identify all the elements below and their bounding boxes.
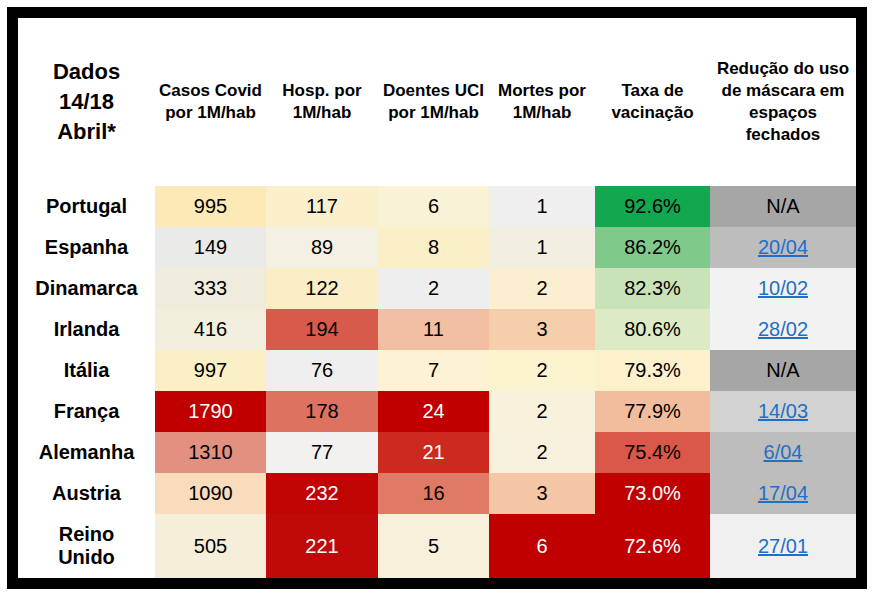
cell-uci: 11 <box>378 309 489 350</box>
cell-taxa: 79.3% <box>595 350 710 391</box>
covid-data-table-page: Dados 14/18 Abril* Casos Covid por 1M/ha… <box>0 0 874 594</box>
cell-casos: 505 <box>155 514 266 578</box>
cell-hosp: 117 <box>266 186 378 227</box>
country-label: Itália <box>18 350 155 391</box>
cell-uci: 16 <box>378 473 489 514</box>
cell-casos: 416 <box>155 309 266 350</box>
cell-uci: 2 <box>378 268 489 309</box>
country-label: Alemanha <box>18 432 155 473</box>
cell-taxa: 75.4% <box>595 432 710 473</box>
column-header-mortes: Mortes por 1M/hab <box>489 18 595 186</box>
cell-casos: 997 <box>155 350 266 391</box>
cell-mortes: 3 <box>489 473 595 514</box>
cell-hosp: 232 <box>266 473 378 514</box>
cell-mortes: 1 <box>489 186 595 227</box>
cell-taxa: 77.9% <box>595 391 710 432</box>
cell-reducao: N/A <box>710 186 856 227</box>
cell-uci: 6 <box>378 186 489 227</box>
cell-hosp: 221 <box>266 514 378 578</box>
cell-mortes: 2 <box>489 432 595 473</box>
column-header-taxa: Taxa de vacinação <box>595 18 710 186</box>
table-row: Dinamarca3331222282.3%10/02 <box>18 268 856 309</box>
table-title: Dados 14/18 Abril* <box>18 18 155 186</box>
cell-hosp: 89 <box>266 227 378 268</box>
column-header-uci: Doentes UCI por 1M/hab <box>378 18 489 186</box>
cell-casos: 1090 <box>155 473 266 514</box>
table-body: Portugal9951176192.6%N/AEspanha149898186… <box>18 186 856 578</box>
cell-casos: 1310 <box>155 432 266 473</box>
cell-mortes: 1 <box>489 227 595 268</box>
covid-data-table: Dados 14/18 Abril* Casos Covid por 1M/ha… <box>18 18 856 578</box>
cell-reducao[interactable]: 10/02 <box>710 268 856 309</box>
cell-mortes: 3 <box>489 309 595 350</box>
cell-reducao[interactable]: 28/02 <box>710 309 856 350</box>
cell-hosp: 194 <box>266 309 378 350</box>
cell-taxa: 73.0% <box>595 473 710 514</box>
cell-reducao[interactable]: 6/04 <box>710 432 856 473</box>
mask-date-link[interactable]: 6/04 <box>764 441 803 463</box>
mask-date-link[interactable]: 20/04 <box>758 236 808 258</box>
column-header-reducao: Redução do uso de máscara em espaços fec… <box>710 18 856 186</box>
cell-mortes: 2 <box>489 268 595 309</box>
cell-uci: 24 <box>378 391 489 432</box>
table-row: Portugal9951176192.6%N/A <box>18 186 856 227</box>
table-row: França179017824277.9% 14/03 <box>18 391 856 432</box>
cell-reducao[interactable]: 27/01 <box>710 514 856 578</box>
cell-taxa: 72.6% <box>595 514 710 578</box>
cell-casos: 995 <box>155 186 266 227</box>
cell-taxa: 86.2% <box>595 227 710 268</box>
cell-uci: 21 <box>378 432 489 473</box>
table-row: Alemanha13107721275.4% 6/04 <box>18 432 856 473</box>
mask-date-link[interactable]: 28/02 <box>758 318 808 340</box>
country-label: Austria <box>18 473 155 514</box>
mask-date-link[interactable]: 14/03 <box>758 400 808 422</box>
cell-reducao: N/A <box>710 350 856 391</box>
mask-date-link[interactable]: 17/04 <box>758 482 808 504</box>
table-row: Austria109023216373.0% 17/04 <box>18 473 856 514</box>
cell-mortes: 2 <box>489 350 595 391</box>
cell-hosp: 122 <box>266 268 378 309</box>
country-label: Reino Unido <box>18 514 155 578</box>
table-row: Espanha149898186.2% 20/04 <box>18 227 856 268</box>
cell-reducao[interactable]: 20/04 <box>710 227 856 268</box>
table-row: Itália997767279.3%N/A <box>18 350 856 391</box>
table-frame: Dados 14/18 Abril* Casos Covid por 1M/ha… <box>7 7 867 589</box>
column-header-casos: Casos Covid por 1M/hab <box>155 18 266 186</box>
cell-reducao[interactable]: 17/04 <box>710 473 856 514</box>
cell-hosp: 76 <box>266 350 378 391</box>
mask-date-link[interactable]: 27/01 <box>758 535 808 557</box>
cell-taxa: 92.6% <box>595 186 710 227</box>
cell-mortes: 2 <box>489 391 595 432</box>
cell-taxa: 82.3% <box>595 268 710 309</box>
mask-date-link[interactable]: 10/02 <box>758 277 808 299</box>
country-label: Dinamarca <box>18 268 155 309</box>
country-label: Espanha <box>18 227 155 268</box>
country-label: Portugal <box>18 186 155 227</box>
country-label: Irlanda <box>18 309 155 350</box>
table-row: Reino Unido5052215672.6% 27/01 <box>18 514 856 578</box>
cell-casos: 333 <box>155 268 266 309</box>
header-row: Dados 14/18 Abril* Casos Covid por 1M/ha… <box>18 18 856 186</box>
table-row: Irlanda41619411380.6% 28/02 <box>18 309 856 350</box>
column-header-hosp: Hosp. por 1M/hab <box>266 18 378 186</box>
cell-hosp: 178 <box>266 391 378 432</box>
cell-taxa: 80.6% <box>595 309 710 350</box>
cell-hosp: 77 <box>266 432 378 473</box>
cell-casos: 1790 <box>155 391 266 432</box>
country-label: França <box>18 391 155 432</box>
cell-casos: 149 <box>155 227 266 268</box>
cell-reducao[interactable]: 14/03 <box>710 391 856 432</box>
cell-uci: 8 <box>378 227 489 268</box>
cell-uci: 7 <box>378 350 489 391</box>
cell-mortes: 6 <box>489 514 595 578</box>
cell-uci: 5 <box>378 514 489 578</box>
